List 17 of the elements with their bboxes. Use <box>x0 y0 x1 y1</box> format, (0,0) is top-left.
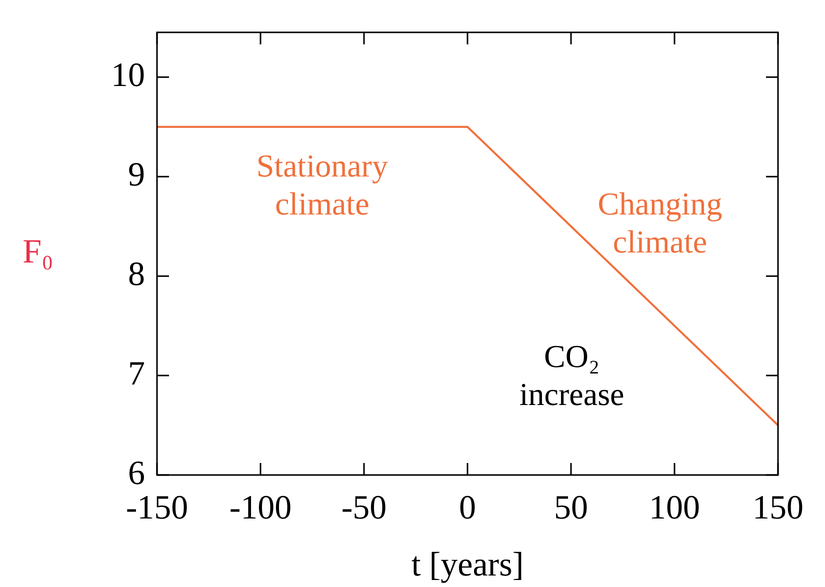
x-tick-label: -100 <box>229 489 292 526</box>
x-axis-title: t [years] <box>411 546 524 584</box>
annotation: Stationary climate <box>256 148 388 222</box>
x-tick-label: 150 <box>752 489 804 526</box>
x-tick-label: 50 <box>554 489 588 526</box>
y-tick-label: 8 <box>128 256 145 293</box>
x-tick-label: 100 <box>649 489 700 526</box>
y-axis-title: F₀ <box>22 234 54 271</box>
annotation: Changing climate <box>598 185 722 260</box>
y-tick-label: 9 <box>128 156 145 194</box>
annotation: CO₂ increase <box>519 338 624 412</box>
x-tick-label: 0 <box>459 489 476 526</box>
y-tick-label: 7 <box>128 355 145 392</box>
x-tick-label: -150 <box>126 489 188 526</box>
x-tick-label: -50 <box>341 489 387 526</box>
y-tick-label: 10 <box>111 57 145 94</box>
y-tick-label: 6 <box>128 454 145 492</box>
